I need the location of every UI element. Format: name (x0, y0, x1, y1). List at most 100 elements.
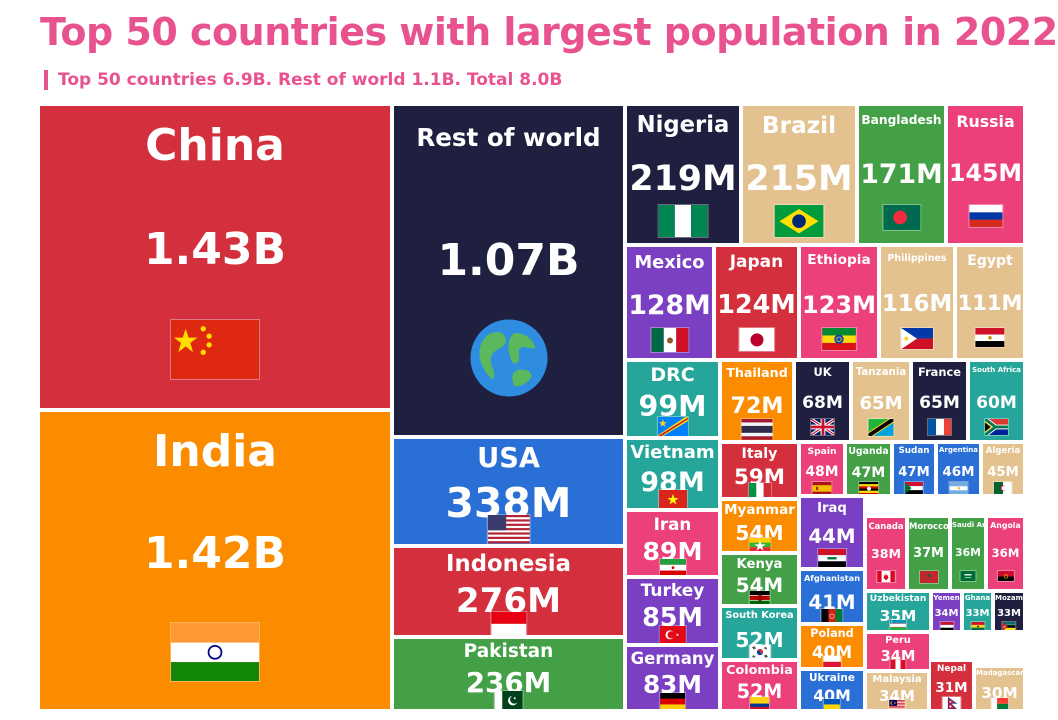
tile-label: Ukraine (809, 672, 855, 685)
tile-value: 116M (881, 291, 953, 317)
flag-ke-icon (749, 591, 770, 604)
tile-algeria: Algeria 45M (981, 442, 1025, 496)
tile-label: Mozambique (995, 594, 1023, 603)
flag-mg-icon (990, 698, 1009, 709)
tile-label: Morocco (909, 521, 949, 532)
tile-uganda: Uganda 47M (845, 442, 892, 496)
tile-value: 1.42B (143, 528, 287, 580)
tile-indonesia: Indonesia 276M (392, 546, 625, 637)
tile-value: 65M (859, 392, 903, 414)
flag-sd-icon (904, 481, 924, 494)
tile-iran: Iran 89M (625, 510, 720, 577)
tile-label: Vietnam (630, 442, 715, 464)
tile-label: Peru (885, 635, 911, 647)
flag-ua-icon (823, 699, 841, 709)
tile-yemen: Yemen 34M (931, 591, 962, 632)
tile-value: 60M (976, 392, 1017, 413)
tile-morocco: Morocco 37M (907, 516, 950, 591)
flag-uz-icon (890, 620, 906, 630)
tile-label: Egypt (967, 252, 1013, 269)
tile-rest-of-world: Rest of world 1.07B (392, 104, 625, 437)
tile-egypt: Egypt 111M (955, 245, 1025, 360)
tile-value: 124M (717, 290, 796, 320)
flag-ph-icon (901, 327, 933, 349)
tile-label: Spain (807, 446, 837, 457)
tile-label: Argentina (938, 446, 979, 454)
tile-south-korea: South Korea 52M (720, 606, 799, 660)
tile-label: Bangladesh (861, 113, 942, 128)
flag-pk-icon (494, 690, 523, 709)
flag-mz-icon (1002, 621, 1016, 630)
tile-ukraine: Ukraine 40M (799, 669, 865, 711)
tile-drc: DRC 99M (625, 360, 720, 438)
tile-value: 38M (870, 546, 902, 561)
tile-malaysia: Malaysia 34M (865, 671, 929, 711)
tile-label: Madagascar (976, 669, 1024, 678)
flag-ug-icon (858, 481, 879, 494)
tile-label: Nigeria (636, 112, 730, 139)
flag-my-icon (889, 699, 905, 709)
tile-label: South Korea (725, 610, 794, 621)
tile-colombia: Colombia 52M (720, 660, 799, 711)
treemap: China 1.43B India 1.42B Rest of world 1.07B U… (38, 104, 1025, 711)
tile-vietnam: Vietnam 98M (625, 438, 720, 510)
tile-label: Malaysia (872, 674, 922, 686)
tile-value: 34M (934, 608, 959, 620)
tile-peru: Peru 34M (865, 632, 931, 671)
tile-myanmar: Myanmar 54M (720, 499, 799, 553)
tile-value: 52M (735, 627, 784, 652)
tile-label: Uzbekistan (869, 594, 927, 605)
tile-nigeria: Nigeria 219M (625, 104, 741, 245)
tile-value: 145M (948, 159, 1023, 188)
tile-turkey: Turkey 85M (625, 577, 720, 645)
tile-value: 215M (745, 159, 853, 200)
tile-label: Afghanistan (803, 573, 861, 584)
tile-value: 48M (805, 463, 839, 480)
flag-kr-icon (748, 644, 771, 658)
tile-value: 111M (957, 291, 1023, 315)
tile-value: 1.43B (143, 224, 287, 276)
tile-label: Colombia (726, 662, 793, 678)
flag-bd-icon (882, 204, 921, 230)
tile-value: 45M (987, 464, 1019, 480)
tile-poland: Poland 40M (799, 624, 865, 669)
tile-label: Uganda (848, 446, 889, 457)
flag-jp-icon (738, 327, 775, 352)
tile-label: Ethiopia (807, 251, 871, 268)
flag-ye-icon (939, 621, 954, 630)
tile-value: 52M (736, 680, 783, 704)
flag-gb-icon (810, 419, 835, 436)
tile-south-africa: South Africa 60M (968, 360, 1025, 442)
flag-it-icon (748, 483, 771, 497)
tile-value: 171M (860, 159, 943, 191)
tile-usa: USA 338M (392, 437, 625, 546)
tile-kenya: Kenya 54M (720, 553, 799, 606)
tile-label: Kenya (736, 556, 783, 572)
tile-value: 99M (638, 390, 707, 424)
tile-ghana: Ghana 33M (962, 591, 993, 632)
tile-uk: UK 68M (794, 360, 851, 442)
flag-gh-icon (970, 621, 985, 630)
tile-label: Pakistan (463, 641, 554, 663)
flag-us-icon (487, 515, 530, 544)
tile-label: Russia (956, 112, 1015, 132)
tile-iraq: Iraq 44M (799, 496, 865, 569)
tile-value: 47M (898, 464, 930, 480)
tile-label: Nepal (936, 663, 967, 674)
tile-germany: Germany 83M (625, 645, 720, 711)
flag-id-icon (490, 611, 527, 635)
tile-value: 33M (997, 608, 1021, 620)
flag-ca-icon (877, 570, 895, 583)
tile-value: 59M (734, 464, 785, 490)
tile-label: Indonesia (446, 551, 571, 578)
tile-philippines: Philippines 116M (879, 245, 955, 360)
flag-pe-icon (890, 659, 906, 669)
tile-pakistan: Pakistan 236M (392, 637, 625, 711)
flag-cd-icon (657, 416, 688, 436)
tile-label: Rest of world (416, 122, 601, 152)
chart-title: Top 50 countries with largest population… (40, 10, 1058, 54)
flag-af-icon (821, 608, 843, 622)
tile-label: Thailand (726, 364, 788, 380)
flag-fr-icon (927, 419, 952, 436)
tile-afghanistan: Afghanistan 41M (799, 569, 865, 624)
